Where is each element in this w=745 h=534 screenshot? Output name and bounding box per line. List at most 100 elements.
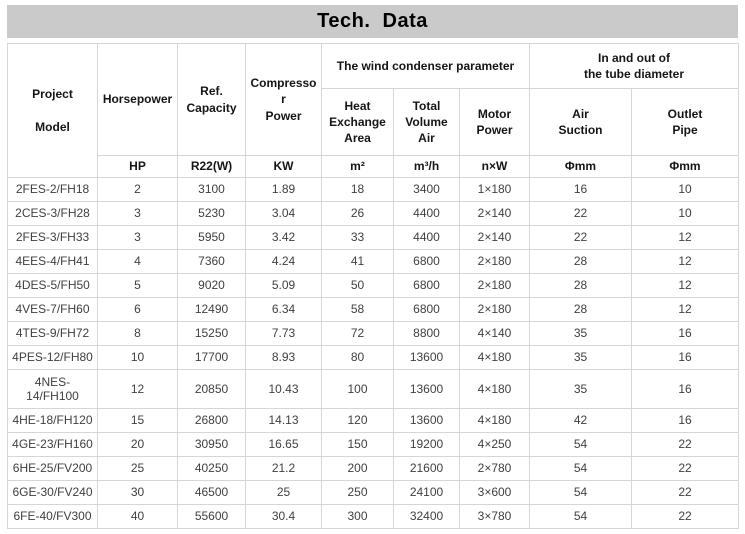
- table-cell: 3.04: [245, 201, 322, 226]
- table-cell: 16: [631, 321, 739, 346]
- table-cell: 3: [97, 201, 178, 226]
- table-cell: 2×180: [459, 273, 530, 298]
- table-cell: 22: [529, 201, 632, 226]
- table-cell: 5230: [177, 201, 246, 226]
- table-cell: 20: [97, 432, 178, 457]
- col-header-motor-power: Motor Power: [459, 88, 530, 156]
- table-cell: 1×180: [459, 177, 530, 202]
- table-cell: 4.24: [245, 249, 322, 274]
- table-cell: 22: [529, 225, 632, 250]
- table-row: 4NES-14/FH100 12 20850 10.43 100 13600 4×180 35…: [7, 369, 739, 409]
- table-cell: 28: [529, 273, 632, 298]
- table-cell: 55600: [177, 504, 246, 529]
- table-cell: 5950: [177, 225, 246, 250]
- table-cell: 4×180: [459, 408, 530, 433]
- model-cell: 6FE-40/FV300: [7, 504, 98, 529]
- model-cell: 6HE-25/FV200: [7, 456, 98, 481]
- header-row-units: HP R22(W) KW m² m³/h n×W Φmm Φmm: [8, 155, 739, 178]
- table-cell: 40: [97, 504, 178, 529]
- table-cell: 8.93: [245, 345, 322, 370]
- table-cell: 50: [321, 273, 394, 298]
- col-header-compressor-power: Compresso r Power: [245, 43, 322, 156]
- table-cell: 3400: [393, 177, 460, 202]
- table-cell: 35: [529, 369, 632, 409]
- table-cell: 150: [321, 432, 394, 457]
- table-cell: 72: [321, 321, 394, 346]
- table-cell: 200: [321, 456, 394, 481]
- table-cell: 15250: [177, 321, 246, 346]
- table-cell: 2: [97, 177, 178, 202]
- table-cell: 4×140: [459, 321, 530, 346]
- table-cell: 46500: [177, 480, 246, 505]
- model-cell: 2FES-3/FH33: [7, 225, 98, 250]
- table-cell: 7360: [177, 249, 246, 274]
- unit-total-volume-air: m³/h: [393, 155, 460, 178]
- table-cell: 250: [321, 480, 394, 505]
- unit-air-suction: Φmm: [529, 155, 632, 178]
- model-cell: 4NES-14/FH100: [7, 369, 98, 409]
- table-cell: 3×600: [459, 480, 530, 505]
- table-cell: 12490: [177, 297, 246, 322]
- unit-motor-power: n×W: [459, 155, 530, 178]
- unit-compressor-power: KW: [245, 155, 322, 178]
- col-header-horsepower: Horsepower: [97, 43, 178, 156]
- table-cell: 54: [529, 432, 632, 457]
- header-row-subcolumns: Heat Exchange Area Total Volume Air Moto…: [8, 88, 739, 156]
- table-cell: 28: [529, 297, 632, 322]
- unit-heat-exchange-area: m²: [321, 155, 394, 178]
- table-cell: 35: [529, 345, 632, 370]
- col-header-air-suction: Air Suction: [529, 88, 632, 156]
- table-cell: 17700: [177, 345, 246, 370]
- table-cell: 13600: [393, 408, 460, 433]
- table-cell: 26: [321, 201, 394, 226]
- table-cell: 18: [321, 177, 394, 202]
- table-cell: 21600: [393, 456, 460, 481]
- table-cell: 6800: [393, 297, 460, 322]
- table-cell: 10: [631, 177, 739, 202]
- model-cell: 4TES-9/FH72: [7, 321, 98, 346]
- table-row: 4HE-18/FH120 15 26800 14.13 120 13600 4×180 42 1…: [7, 408, 739, 433]
- table-cell: 20850: [177, 369, 246, 409]
- table-cell: 4×180: [459, 345, 530, 370]
- header-row-groups: Project Model Horsepower Ref. Capacity C…: [7, 43, 739, 178]
- table-cell: 54: [529, 504, 632, 529]
- model-cell: 4EES-4/FH41: [7, 249, 98, 274]
- table-cell: 30: [97, 480, 178, 505]
- table-cell: 25: [245, 480, 322, 505]
- table-cell: 6.34: [245, 297, 322, 322]
- table-cell: 4400: [393, 201, 460, 226]
- table-cell: 12: [631, 273, 739, 298]
- table-cell: 42: [529, 408, 632, 433]
- unit-ref-capacity: R22(W): [177, 155, 246, 178]
- table-cell: 6800: [393, 273, 460, 298]
- table-cell: 15: [97, 408, 178, 433]
- model-cell: 4GE-23/FH160: [7, 432, 98, 457]
- table-cell: 80: [321, 345, 394, 370]
- col-header-outlet-pipe: Outlet Pipe: [631, 88, 739, 156]
- table-row: 4DES-5/FH50 5 9020 5.09 50 6800 2×180 28 12: [7, 273, 739, 298]
- table-cell: 4×250: [459, 432, 530, 457]
- table-cell: 3100: [177, 177, 246, 202]
- table-cell: 9020: [177, 273, 246, 298]
- table-cell: 6: [97, 297, 178, 322]
- group-header-tube-diameter: In and out of the tube diameter: [529, 43, 739, 89]
- table-cell: 21.2: [245, 456, 322, 481]
- table-cell: 12: [631, 297, 739, 322]
- title-bar: Tech. Data: [7, 5, 738, 38]
- table-cell: 2×140: [459, 201, 530, 226]
- table-cell: 120: [321, 408, 394, 433]
- table-cell: 8800: [393, 321, 460, 346]
- table-row: 4GE-23/FH160 20 30950 16.65 150 19200 4×250 54 2…: [7, 432, 739, 457]
- table-cell: 3×780: [459, 504, 530, 529]
- table-cell: 12: [97, 369, 178, 409]
- table-cell: 19200: [393, 432, 460, 457]
- table-cell: 22: [631, 480, 739, 505]
- table-cell: 54: [529, 456, 632, 481]
- table-cell: 35: [529, 321, 632, 346]
- table-cell: 40250: [177, 456, 246, 481]
- table-cell: 4: [97, 249, 178, 274]
- table-row: 6HE-25/FV200 25 40250 21.2 200 21600 2×780 54 22: [7, 456, 739, 481]
- model-cell: 4VES-7/FH60: [7, 297, 98, 322]
- table-cell: 16: [631, 345, 739, 370]
